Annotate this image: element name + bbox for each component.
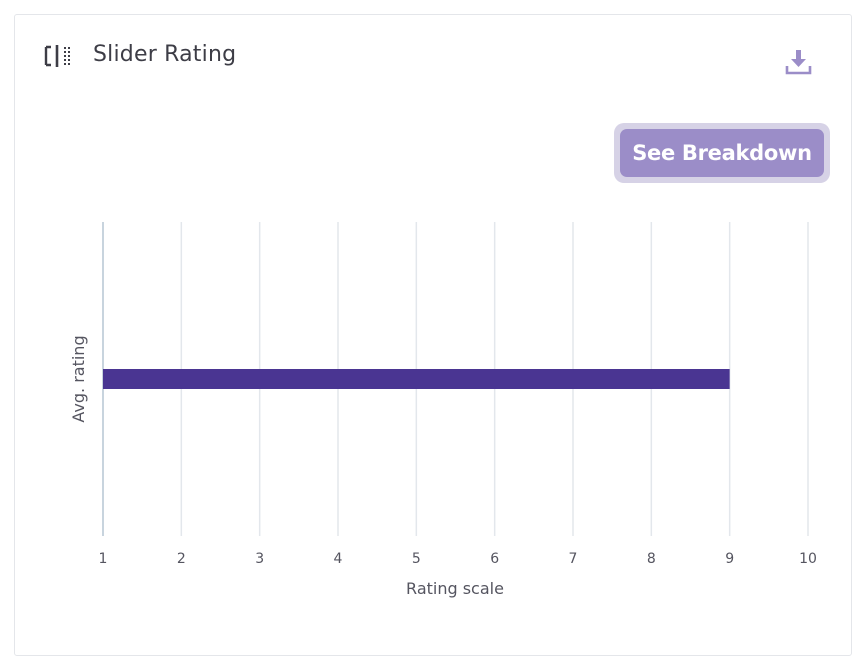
y-axis-title: Avg. rating <box>69 335 88 422</box>
x-tick-label-8: 8 <box>647 551 656 567</box>
slider-icon <box>44 45 70 67</box>
x-axis-ticks: 1 2 3 4 5 6 7 8 9 10 <box>99 551 817 567</box>
x-tick-label-7: 7 <box>569 551 578 567</box>
bar-avg-rating[interactable] <box>103 369 730 389</box>
see-breakdown-button[interactable]: See Breakdown <box>620 129 824 177</box>
x-tick-label-3: 3 <box>255 551 264 567</box>
see-breakdown-button-halo: See Breakdown <box>614 123 830 183</box>
x-tick-label-4: 4 <box>334 551 343 567</box>
chart-bars <box>103 369 730 389</box>
card-title: Slider Rating <box>93 42 237 67</box>
x-tick-label-9: 9 <box>725 551 734 567</box>
x-tick-label-6: 6 <box>490 551 499 567</box>
x-tick-label-2: 2 <box>177 551 186 567</box>
slider-rating-card <box>14 14 852 656</box>
x-tick-label-10: 10 <box>799 551 817 567</box>
x-axis-title: Rating scale <box>406 579 504 598</box>
x-tick-label-5: 5 <box>412 551 421 567</box>
x-tick-label-1: 1 <box>99 551 108 567</box>
download-icon[interactable] <box>784 46 814 76</box>
